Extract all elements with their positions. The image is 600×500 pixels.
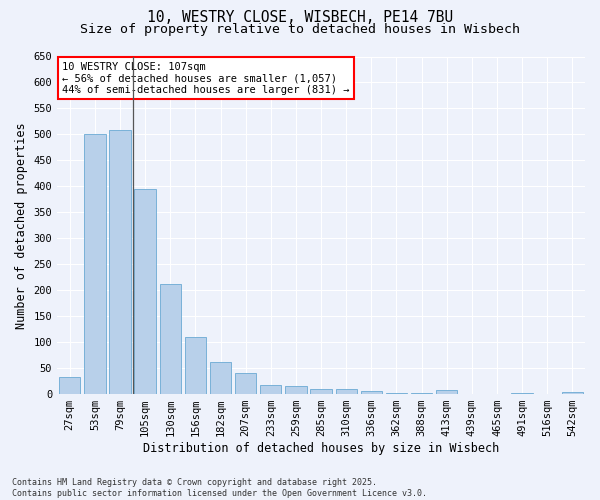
Bar	[386, 393, 407, 394]
Bar	[511, 392, 533, 394]
Bar	[260, 384, 281, 394]
Bar	[310, 389, 332, 394]
Bar	[436, 390, 457, 394]
Bar	[160, 284, 181, 394]
Text: 10, WESTRY CLOSE, WISBECH, PE14 7BU: 10, WESTRY CLOSE, WISBECH, PE14 7BU	[147, 10, 453, 25]
X-axis label: Distribution of detached houses by size in Wisbech: Distribution of detached houses by size …	[143, 442, 499, 455]
Bar	[562, 392, 583, 394]
Bar	[84, 134, 106, 394]
Bar	[109, 130, 131, 394]
Text: 10 WESTRY CLOSE: 107sqm
← 56% of detached houses are smaller (1,057)
44% of semi: 10 WESTRY CLOSE: 107sqm ← 56% of detache…	[62, 62, 350, 95]
Bar	[59, 377, 80, 394]
Bar	[361, 391, 382, 394]
Bar	[210, 362, 231, 394]
Bar	[235, 374, 256, 394]
Text: Contains HM Land Registry data © Crown copyright and database right 2025.
Contai: Contains HM Land Registry data © Crown c…	[12, 478, 427, 498]
Bar	[335, 390, 357, 394]
Y-axis label: Number of detached properties: Number of detached properties	[15, 122, 28, 328]
Bar	[134, 189, 156, 394]
Bar	[411, 393, 433, 394]
Text: Size of property relative to detached houses in Wisbech: Size of property relative to detached ho…	[80, 22, 520, 36]
Bar	[285, 386, 307, 394]
Bar	[185, 337, 206, 394]
